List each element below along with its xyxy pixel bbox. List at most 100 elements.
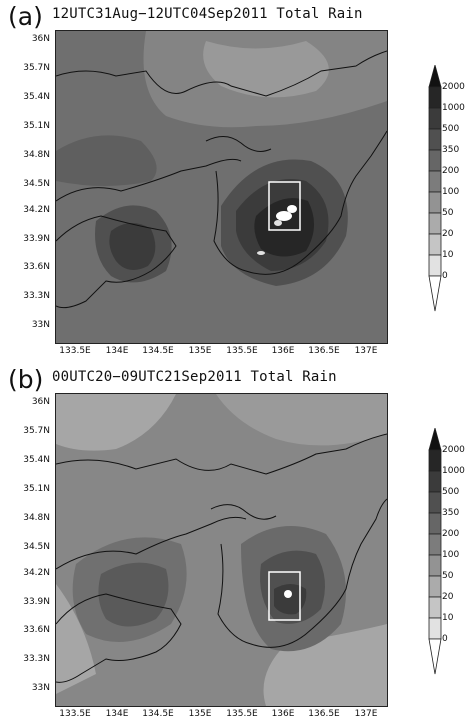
colorbar-label: 200 <box>442 166 460 176</box>
lat-tick: 35.1N <box>23 484 50 494</box>
colorbar-label: 0 <box>442 634 448 644</box>
lat-tick: 33.3N <box>23 654 50 664</box>
colorbar-bin <box>428 170 442 193</box>
rain-area <box>56 584 96 694</box>
rainfall-map-canvas <box>56 394 387 706</box>
lat-tick: 33N <box>31 320 50 330</box>
lat-tick: 35.1N <box>23 121 50 131</box>
colorbar: 2000 1000 500 350 200 100 50 20 10 0 <box>428 63 468 320</box>
colorbar-label: 500 <box>442 124 460 134</box>
colorbar-bin <box>428 275 442 312</box>
colorbar-bin <box>428 86 442 109</box>
panel-a: (a) 12UTC31Aug−12UTC04Sep2011 Total Rain <box>0 0 468 360</box>
colorbar-label: 20 <box>442 229 454 239</box>
colorbar-label: 350 <box>442 508 460 518</box>
panel-title: 00UTC20−09UTC21Sep2011 Total Rain <box>52 369 337 385</box>
colorbar-label: 20 <box>442 592 454 602</box>
rain-area <box>274 584 307 615</box>
colorbar-bin <box>428 575 442 598</box>
lat-tick: 35.7N <box>23 426 50 436</box>
lat-tick: 33.6N <box>23 262 50 272</box>
colorbar-label: 10 <box>442 613 454 623</box>
rainfall-map <box>55 393 388 707</box>
colorbar-bin <box>428 233 442 256</box>
rain-area <box>56 394 176 451</box>
study-area-box <box>268 181 301 231</box>
coastline <box>205 136 272 152</box>
colorbar-bin <box>428 128 442 151</box>
colorbar-label: 2000 <box>442 82 465 92</box>
colorbar-bin <box>428 449 442 472</box>
lat-tick: 34.5N <box>23 542 50 552</box>
colorbar-label: 350 <box>442 145 460 155</box>
lon-tick: 135E <box>188 709 212 719</box>
colorbar-label: 500 <box>442 487 460 497</box>
colorbar-label: 1000 <box>442 103 465 113</box>
lat-tick: 34.8N <box>23 513 50 523</box>
lon-tick: 134.5E <box>142 346 174 356</box>
colorbar-bin <box>428 533 442 556</box>
lat-tick: 35.7N <box>23 63 50 73</box>
lat-tick: 35.4N <box>23 92 50 102</box>
lat-tick: 33.3N <box>23 291 50 301</box>
rain-area <box>109 222 156 270</box>
lat-tick: 33.9N <box>23 234 50 244</box>
coastline <box>56 433 387 475</box>
colorbar-label: 200 <box>442 529 460 539</box>
colorbar-bin <box>428 617 442 640</box>
colorbar-bin <box>428 254 442 277</box>
lon-tick: 136E <box>271 346 295 356</box>
coastline <box>217 498 387 648</box>
colorbar-label: 100 <box>442 187 460 197</box>
panel-b: (b) 00UTC20−09UTC21Sep2011 Total Rain <box>0 363 468 723</box>
rain-spot <box>276 211 292 221</box>
lat-tick: 33.6N <box>23 625 50 635</box>
colorbar-scale <box>428 426 442 675</box>
lon-tick: 136.5E <box>308 709 340 719</box>
coastline <box>213 130 387 275</box>
colorbar: 2000 1000 500 350 200 100 50 20 10 0 <box>428 426 468 683</box>
rain-spot <box>284 590 292 598</box>
lon-tick: 133.5E <box>59 346 91 356</box>
lon-tick: 134E <box>105 346 129 356</box>
rainfall-map <box>55 30 388 344</box>
lat-tick: 36N <box>31 34 50 44</box>
rain-area <box>56 135 157 186</box>
colorbar-bin <box>428 191 442 214</box>
lat-tick: 35.4N <box>23 455 50 465</box>
colorbar-bin <box>428 596 442 619</box>
lat-tick: 34.2N <box>23 568 50 578</box>
colorbar-label: 50 <box>442 571 454 581</box>
colorbar-label: 0 <box>442 271 448 281</box>
lon-tick: 137E <box>354 709 378 719</box>
lat-tick: 34.2N <box>23 205 50 215</box>
colorbar-bin <box>428 212 442 235</box>
panel-label: (a) <box>8 2 43 31</box>
colorbar-scale <box>428 63 442 312</box>
colorbar-label: 10 <box>442 250 454 260</box>
lat-tick: 34.5N <box>23 179 50 189</box>
colorbar-label: 100 <box>442 550 460 560</box>
colorbar-label: 50 <box>442 208 454 218</box>
rain-spot <box>274 220 282 226</box>
rain-spot <box>287 205 297 213</box>
rain-area <box>98 562 169 627</box>
colorbar-bin <box>428 512 442 535</box>
panel-title: 12UTC31Aug−12UTC04Sep2011 Total Rain <box>52 6 363 22</box>
rain-spot <box>257 251 265 255</box>
colorbar-label: 2000 <box>442 445 465 455</box>
colorbar-bin <box>428 554 442 577</box>
rain-area <box>216 394 387 446</box>
colorbar-bin <box>428 491 442 514</box>
lat-tick: 33N <box>31 683 50 693</box>
colorbar-bin <box>428 149 442 172</box>
rainfall-map-canvas <box>56 31 387 343</box>
lat-tick: 36N <box>31 397 50 407</box>
lon-tick: 136E <box>271 709 295 719</box>
lon-tick: 135.5E <box>226 346 258 356</box>
lon-tick: 134E <box>105 709 129 719</box>
coastline <box>56 50 387 97</box>
coastline <box>56 158 242 202</box>
lon-tick: 136.5E <box>308 346 340 356</box>
lon-tick: 135E <box>188 346 212 356</box>
